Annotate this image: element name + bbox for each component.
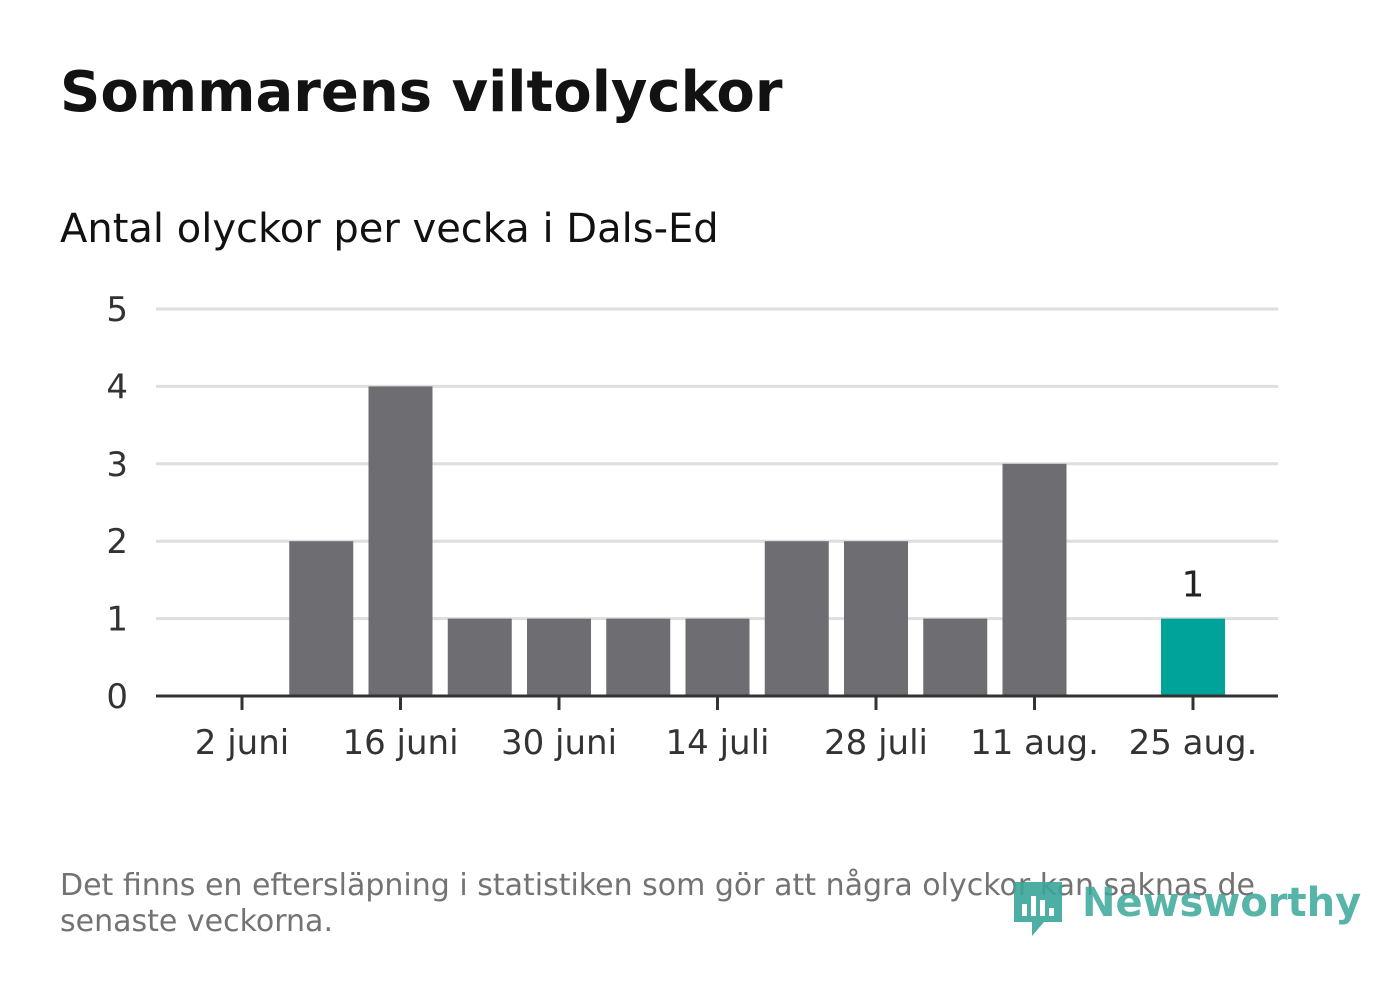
bar-16-juni	[368, 386, 433, 696]
x-tick-label: 2 juni	[195, 723, 289, 763]
x-axis: 2 juni 16 juni 30 juni 14 juli 28 juli 11 aug…	[156, 694, 1278, 763]
bar-28-juli	[844, 541, 908, 696]
bar-21-juli	[764, 541, 829, 696]
y-tick-label-2: 2	[106, 522, 128, 562]
y-tick-label-1: 1	[106, 600, 128, 640]
y-tick-label-4: 4	[106, 367, 128, 407]
bar-30-juni	[527, 618, 591, 696]
newsworthy-logo-icon	[1014, 882, 1062, 936]
chart-subtitle: Antal olyckor per vecka i Dals-Ed	[60, 206, 719, 252]
bar-7-juli	[606, 618, 671, 696]
logo-text: Newsworthy	[1082, 880, 1362, 926]
y-axis: 0 1 2 3 4 5	[106, 290, 128, 717]
chart-title: Sommarens viltolyckor	[60, 60, 783, 125]
bar-25-aug	[1161, 618, 1225, 696]
x-tick-label: 16 juni	[342, 723, 458, 763]
y-tick-label-5: 5	[106, 290, 128, 330]
bar-23-juni	[447, 618, 512, 696]
x-tick-label: 30 juni	[501, 723, 617, 763]
bar-4-aug	[923, 618, 988, 696]
data-labels: 1	[1182, 565, 1205, 606]
bars	[289, 386, 1225, 696]
x-tick-label: 14 juli	[666, 723, 770, 763]
x-tick-label: 28 juli	[824, 723, 928, 763]
y-tick-label-0: 0	[106, 677, 128, 717]
x-tick-label: 11 aug.	[970, 723, 1099, 763]
x-tick-label: 25 aug.	[1129, 723, 1258, 763]
y-tick-label-3: 3	[106, 445, 128, 485]
data-label-latest: 1	[1182, 565, 1205, 606]
bar-9-juni	[289, 541, 354, 696]
bar-14-juli	[685, 618, 750, 696]
bar-11-aug	[1002, 463, 1067, 696]
newsworthy-logo: Newsworthy	[1010, 878, 1361, 942]
